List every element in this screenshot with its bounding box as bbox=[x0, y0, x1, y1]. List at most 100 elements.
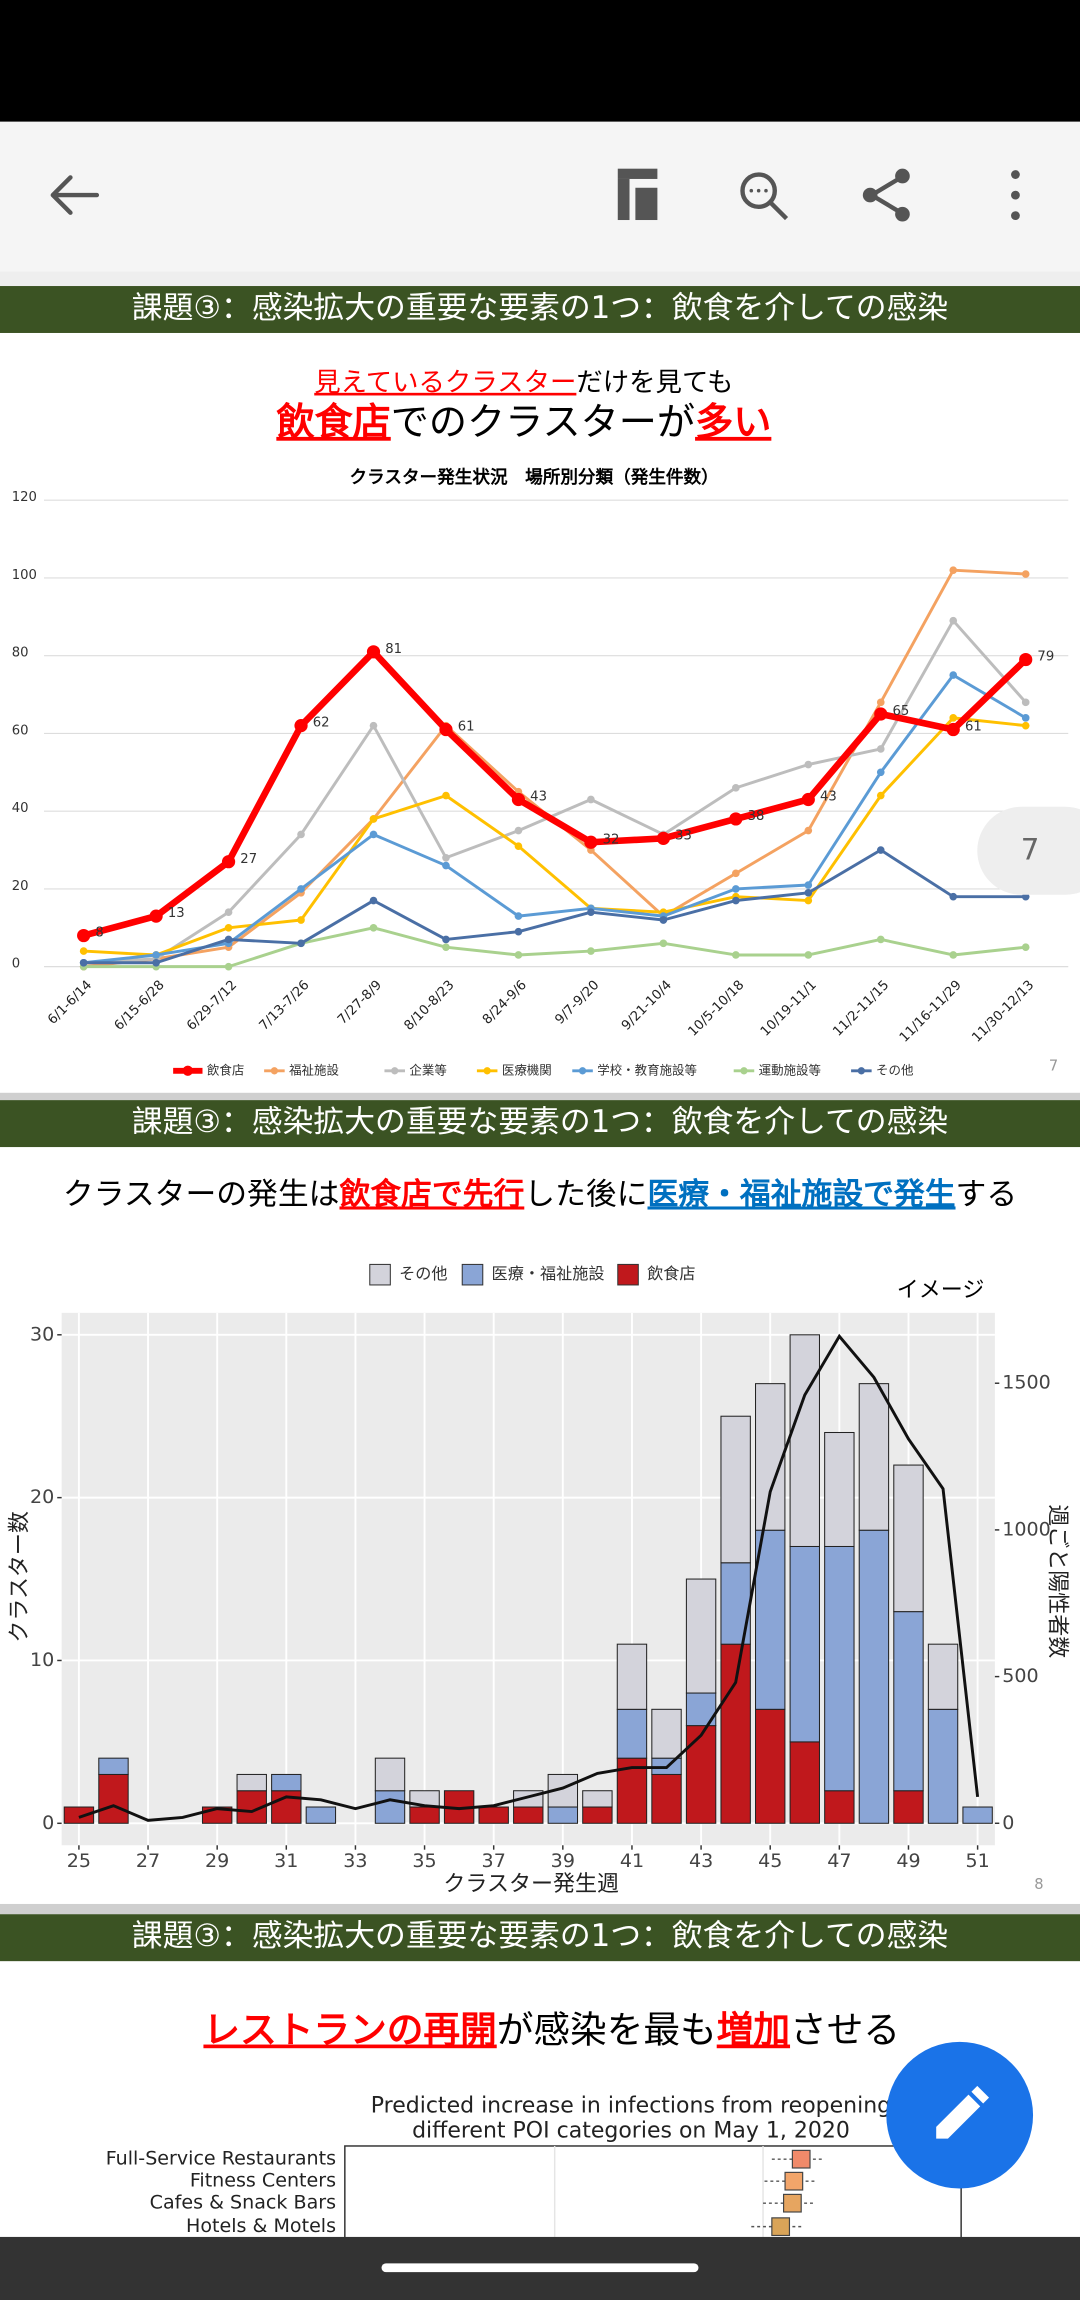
headline-text: させる bbox=[790, 2008, 900, 2051]
bar-segment bbox=[858, 1529, 890, 1824]
slide: 課題③：感染拡大の重要な要素の1つ：飲食を介しての感染 見えているクラスターだけ… bbox=[0, 286, 1080, 1074]
bar-segment bbox=[893, 1464, 924, 1613]
legend-swatch bbox=[391, 1067, 399, 1075]
x-tick-label: 39 bbox=[551, 1850, 575, 1872]
series-marker bbox=[442, 935, 450, 944]
legend-swatch bbox=[182, 1065, 193, 1076]
series-marker bbox=[804, 826, 813, 835]
slide-page-number: 8 bbox=[1034, 1876, 1043, 1893]
legend-swatch bbox=[483, 1067, 491, 1075]
series-marker bbox=[79, 947, 88, 955]
slide-header bbox=[0, 1914, 1080, 1962]
slide-header bbox=[0, 286, 1080, 333]
legend-label: 医療・福祉施設 bbox=[492, 1264, 605, 1283]
category-label: Full-Service Restaurants bbox=[106, 2148, 336, 2170]
search-button[interactable] bbox=[740, 172, 789, 221]
series-marker bbox=[369, 896, 378, 905]
headline-emphasis: 医療・福祉施設で発生 bbox=[648, 1176, 956, 1212]
bar-segment bbox=[236, 1773, 267, 1792]
data-label: 33 bbox=[675, 828, 692, 843]
x-tick-label: 11/16-11/29 bbox=[897, 978, 965, 1046]
bar-segment bbox=[755, 1708, 786, 1824]
category-label: Fitness Centers bbox=[190, 2170, 336, 2192]
series-marker bbox=[804, 951, 813, 959]
headline-text: でのクラスターが bbox=[391, 399, 695, 443]
series-marker bbox=[949, 951, 958, 959]
x-tick-label: 7/13-7/26 bbox=[257, 978, 313, 1034]
series-line bbox=[78, 1333, 980, 1822]
bar-segment bbox=[685, 1578, 717, 1694]
series-marker bbox=[1021, 570, 1030, 578]
line-chart: 0 20 40 60 80 100 120 6/1-6/14 6/15-6/28 6/29-7/1… bbox=[12, 490, 1069, 1077]
data-label: 81 bbox=[385, 642, 402, 657]
bar-segment bbox=[305, 1806, 337, 1824]
legend-label: 運動施設等 bbox=[759, 1062, 821, 1077]
bar-segment bbox=[409, 1806, 440, 1824]
x-tick-label: 11/2-11/15 bbox=[830, 978, 892, 1040]
slide-page-number: 7 bbox=[1049, 1057, 1058, 1074]
data-label: 27 bbox=[240, 852, 257, 867]
data-label: 13 bbox=[168, 906, 185, 921]
x-tick-label: 6/1-6/14 bbox=[45, 978, 95, 1028]
x-tick-label: 11/30-12/13 bbox=[969, 978, 1037, 1046]
home-handle[interactable] bbox=[381, 2263, 699, 2273]
legend-label: 飲食店 bbox=[207, 1062, 244, 1077]
series-marker bbox=[659, 916, 668, 924]
series-marker bbox=[876, 846, 885, 854]
headline-emphasis: 飲食店で先行 bbox=[339, 1176, 524, 1212]
bar-segment bbox=[616, 1708, 648, 1759]
bar-segment bbox=[271, 1773, 302, 1792]
series-marker bbox=[294, 719, 308, 733]
slide-header-text: 課題③：感染拡大の重要な要素の1つ：飲食を介しての感染 bbox=[132, 1918, 948, 1954]
back-button[interactable] bbox=[50, 175, 100, 215]
x-tick-label: 47 bbox=[827, 1850, 851, 1872]
series-marker bbox=[442, 853, 450, 862]
series-marker bbox=[297, 916, 305, 924]
bar-segment bbox=[720, 1415, 751, 1564]
box-glyph bbox=[791, 2149, 811, 2169]
share-button[interactable] bbox=[862, 168, 910, 222]
y2-axis-label: 週ごと陽性者数 bbox=[1045, 1504, 1070, 1658]
series-marker bbox=[442, 791, 450, 800]
series-marker bbox=[297, 830, 305, 839]
series-line bbox=[83, 673, 1027, 965]
bar-segment bbox=[651, 1708, 682, 1759]
series-marker bbox=[439, 722, 453, 737]
slide-header bbox=[0, 1100, 1080, 1148]
bar-chart: 0 10 20 30 0 500 1000 1500 25 27 29 31 33 35 37 39 41 43 4… bbox=[30, 1263, 1051, 1872]
series-line bbox=[82, 648, 1029, 939]
headline: 飲食店でのクラスターが多い bbox=[276, 399, 771, 443]
y-tick-label: 0 bbox=[42, 1812, 54, 1834]
legend-label: 企業等 bbox=[409, 1062, 446, 1077]
chart-title: Predicted increase in infections from re… bbox=[371, 2093, 891, 2118]
y-axis-label: クラスター数 bbox=[8, 1511, 33, 1643]
bar-segment bbox=[789, 1334, 820, 1547]
data-label: 32 bbox=[603, 832, 620, 847]
headline-emphasis: 多い bbox=[695, 399, 771, 443]
series-marker bbox=[366, 645, 381, 659]
bar-segment bbox=[547, 1806, 579, 1824]
bar-segment bbox=[824, 1431, 855, 1547]
series-marker bbox=[946, 722, 960, 737]
bar-segment bbox=[824, 1790, 855, 1824]
bar-segment bbox=[63, 1806, 95, 1824]
headline-emphasis: 増加 bbox=[717, 2008, 790, 2051]
y-tick-label: 0 bbox=[12, 957, 20, 972]
reading-mode-button[interactable] bbox=[617, 168, 658, 221]
series-marker bbox=[149, 909, 163, 923]
page-indicator-text: 7 bbox=[1021, 832, 1040, 866]
series-marker bbox=[442, 943, 450, 952]
series-line bbox=[83, 619, 1027, 965]
legend-swatch bbox=[617, 1263, 639, 1286]
x-tick-label: 33 bbox=[343, 1850, 367, 1872]
series-marker bbox=[729, 812, 743, 826]
series-marker bbox=[732, 951, 740, 959]
slide-header-text: 課題③：感染拡大の重要な要素の1つ：飲食を介しての感染 bbox=[132, 290, 948, 326]
more-button[interactable] bbox=[1011, 170, 1020, 221]
series-marker bbox=[949, 892, 958, 901]
previous-page-edge bbox=[0, 271, 1080, 287]
series-marker bbox=[804, 881, 813, 889]
series-marker bbox=[369, 721, 378, 730]
bar-segment bbox=[962, 1806, 993, 1824]
